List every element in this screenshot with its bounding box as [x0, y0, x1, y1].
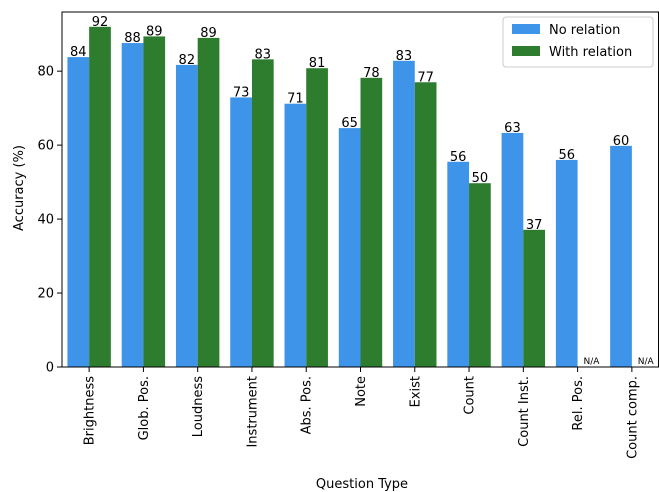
legend: No relation With relation	[502, 16, 654, 68]
bar-with-relation-7	[469, 183, 491, 367]
x-tick-label: Loudness	[191, 376, 206, 437]
x-tick-label: Instrument	[245, 376, 260, 448]
x-tick-label: Count comp.	[625, 376, 640, 459]
bar-with-relation-3	[251, 59, 274, 367]
data-label: 63	[504, 121, 521, 136]
data-label: 78	[363, 66, 380, 81]
na-label: N/A	[638, 357, 655, 367]
data-label: 89	[200, 26, 217, 41]
x-tick-label: Count	[463, 376, 478, 415]
data-label: 83	[255, 47, 272, 62]
x-tick-label: Exist	[408, 376, 423, 407]
x-tick-label: Rel. Pos.	[571, 376, 586, 431]
na-label: N/A	[583, 357, 600, 367]
bar-with-relation-2	[197, 37, 220, 367]
data-label: 84	[70, 45, 87, 60]
bar-no-relation-0	[67, 57, 90, 368]
bar-no-relation-3	[230, 97, 252, 368]
data-label: 77	[417, 70, 434, 85]
legend-label: No relation	[549, 23, 620, 38]
bar-with-relation-1	[143, 36, 166, 367]
data-label: 65	[341, 116, 358, 131]
bar-no-relation-2	[175, 64, 198, 367]
bars-layer	[67, 26, 632, 368]
bar-with-relation-4	[306, 68, 328, 368]
data-label: 71	[287, 92, 304, 107]
data-label: 56	[450, 150, 467, 165]
x-tick-label: Glob. Pos.	[137, 376, 152, 440]
y-tick-label: 0	[46, 361, 54, 376]
bar-no-relation-10	[610, 145, 632, 367]
data-label: 37	[526, 218, 543, 233]
bar-no-relation-1	[121, 43, 144, 368]
axes-layer: Brightness Glob. Pos. Loudness Instrument Ab…	[37, 11, 659, 459]
data-label: 56	[558, 148, 575, 163]
bar-with-relation-5	[360, 77, 383, 367]
data-label: 73	[233, 85, 250, 100]
bar-no-relation-6	[393, 60, 415, 368]
legend-swatch	[512, 24, 540, 34]
bar-no-relation-5	[338, 128, 361, 367]
bar-no-relation-4	[284, 103, 307, 368]
data-label: 88	[124, 31, 141, 46]
legend-swatch	[512, 46, 540, 56]
y-tick-label: 20	[37, 287, 54, 302]
x-tick-label: Abs. Pos.	[300, 376, 315, 434]
bar-no-relation-8	[501, 132, 524, 367]
data-label: 83	[396, 49, 413, 64]
legend-label: With relation	[549, 45, 632, 60]
data-label: 81	[309, 56, 326, 71]
legend-frame	[502, 16, 654, 68]
data-label: 50	[472, 171, 489, 186]
bar-no-relation-7	[447, 161, 470, 367]
data-label: 60	[613, 134, 630, 149]
x-tick-label: Note	[354, 376, 369, 407]
bar-with-relation-8	[523, 229, 546, 367]
bar-with-relation-6	[414, 82, 437, 367]
data-labels-layer: 84 92 88 89 82 89 73 83 71 81 65 78 83 77 56 50 63 37 56 N/…	[70, 15, 655, 367]
bar-no-relation-9	[555, 159, 578, 367]
x-tick-label: Brightness	[83, 376, 98, 445]
data-label: 82	[179, 53, 196, 68]
x-axis-title: Question Type	[316, 477, 408, 492]
data-label: 92	[92, 15, 109, 30]
bar-with-relation-0	[89, 26, 111, 367]
x-tick-label: Count Inst.	[517, 376, 532, 447]
y-tick-label: 40	[37, 213, 54, 228]
y-tick-label: 80	[37, 65, 54, 80]
y-tick-label: 60	[37, 139, 54, 154]
y-axis-title: Accuracy (%)	[12, 145, 27, 231]
data-label: 89	[146, 24, 163, 39]
